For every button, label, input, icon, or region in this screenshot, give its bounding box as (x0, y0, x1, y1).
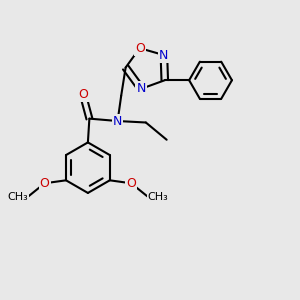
Text: N: N (159, 49, 169, 62)
Text: N: N (113, 115, 122, 128)
Text: O: O (135, 42, 145, 55)
Text: O: O (40, 177, 50, 190)
Text: N: N (136, 82, 146, 95)
Text: O: O (78, 88, 88, 101)
Text: O: O (126, 177, 136, 190)
Text: CH₃: CH₃ (148, 192, 168, 202)
Text: CH₃: CH₃ (8, 192, 28, 202)
